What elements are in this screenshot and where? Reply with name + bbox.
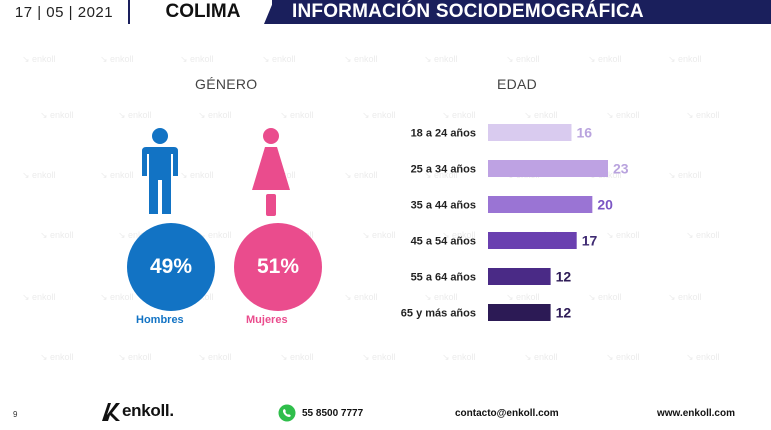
watermark-mark: ↘ enkoll (118, 230, 152, 240)
age-category-label: 55 a 64 años (411, 272, 476, 284)
age-bar (488, 304, 551, 321)
watermark-mark: ↘ enkoll (344, 292, 378, 302)
men-label: Hombres (136, 314, 184, 326)
watermark-mark: ↘ enkoll (668, 54, 702, 64)
watermark-mark: ↘ enkoll (22, 170, 56, 180)
watermark-mark: ↘ enkoll (262, 54, 296, 64)
watermark-mark: ↘ enkoll (524, 110, 558, 120)
watermark-mark: ↘ enkoll (668, 292, 702, 302)
age-bar (488, 124, 572, 141)
watermark-mark: ↘ enkoll (344, 170, 378, 180)
age-bar-value: 17 (582, 233, 598, 249)
watermark-mark: ↘ enkoll (40, 110, 74, 120)
website-link[interactable]: www.enkoll.com (657, 408, 735, 419)
watermark-mark: ↘ enkoll (362, 230, 396, 240)
watermark-mark: ↘ enkoll (100, 292, 134, 302)
woman-icon (252, 128, 290, 216)
age-bar (488, 160, 608, 177)
men-percent-circle: 49% (127, 223, 215, 311)
watermark-mark: ↘ enkoll (606, 110, 640, 120)
brand-name: enkoll. (122, 401, 174, 420)
page-title: INFORMACIÓN SOCIODEMOGRÁFICA (292, 1, 644, 22)
watermark-mark: ↘ enkoll (362, 110, 396, 120)
watermark-mark: ↘ enkoll (180, 54, 214, 64)
age-category-label: 65 y más años (401, 308, 476, 320)
watermark-mark: ↘ enkoll (424, 292, 458, 302)
watermark-mark: ↘ enkoll (442, 352, 476, 362)
women-percent-circle: 51% (234, 223, 322, 311)
watermark-mark: ↘ enkoll (606, 352, 640, 362)
contact-email[interactable]: contacto@enkoll.com (455, 408, 559, 419)
age-bar (488, 268, 551, 285)
banner-slant (264, 0, 274, 24)
contact-phone[interactable]: 55 8500 7777 (302, 408, 364, 419)
watermark-mark: ↘ enkoll (180, 170, 214, 180)
watermark-mark: ↘ enkoll (40, 352, 74, 362)
watermark-mark: ↘ enkoll (280, 110, 314, 120)
age-bar (488, 196, 593, 213)
age-bar-value: 12 (556, 305, 572, 321)
age-bar-value: 23 (613, 161, 629, 177)
gender-title: GÉNERO (195, 76, 258, 92)
age-category-label: 25 a 34 años (411, 164, 476, 176)
women-label: Mujeres (246, 314, 288, 326)
watermark-mark: ↘ enkoll (118, 110, 152, 120)
age-title: EDAD (497, 76, 538, 92)
watermark-mark: ↘ enkoll (686, 352, 720, 362)
page-number: 9 (13, 410, 18, 419)
watermark-mark: ↘ enkoll (506, 54, 540, 64)
report-date: 17 | 05 | 2021 (14, 3, 114, 21)
watermark-mark: ↘ enkoll (588, 54, 622, 64)
age-category-label: 45 a 54 años (411, 236, 476, 248)
watermark-mark: ↘ enkoll (668, 170, 702, 180)
watermark-mark: ↘ enkoll (506, 292, 540, 302)
age-bar-value: 12 (556, 269, 572, 285)
watermark-mark: ↘ enkoll (588, 292, 622, 302)
watermark-mark: ↘ enkoll (686, 110, 720, 120)
man-icon (142, 128, 178, 214)
watermark-mark: ↘ enkoll (524, 352, 558, 362)
watermark-mark: ↘ enkoll (100, 54, 134, 64)
watermark-mark: ↘ enkoll (118, 352, 152, 362)
age-category-label: 18 a 24 años (411, 128, 476, 140)
watermark-mark: ↘ enkoll (424, 54, 458, 64)
watermark-mark: ↘ enkoll (40, 230, 74, 240)
whatsapp-icon (278, 404, 296, 422)
watermark-mark: ↘ enkoll (606, 230, 640, 240)
header-divider (128, 0, 130, 24)
watermark-mark: ↘ enkoll (198, 110, 232, 120)
watermark-mark: ↘ enkoll (442, 230, 476, 240)
watermark-mark: ↘ enkoll (362, 352, 396, 362)
title-banner (272, 0, 771, 24)
watermark-mark: ↘ enkoll (22, 292, 56, 302)
watermark-mark: ↘ enkoll (100, 170, 134, 180)
age-bar (488, 232, 577, 249)
age-bar-value: 20 (597, 197, 613, 213)
watermark-mark: ↘ enkoll (344, 54, 378, 64)
watermark-mark: ↘ enkoll (442, 110, 476, 120)
watermark-mark: ↘ enkoll (198, 230, 232, 240)
watermark-mark: ↘ enkoll (424, 170, 458, 180)
enkoll-logo-icon (102, 403, 120, 421)
watermark-mark: ↘ enkoll (22, 54, 56, 64)
age-bar-chart: 18 a 24 años 16 25 a 34 años 23 35 a 44 años… (401, 124, 629, 321)
watermark-mark: ↘ enkoll (686, 230, 720, 240)
age-bar-value: 16 (576, 125, 592, 141)
watermark-mark: ↘ enkoll (280, 352, 314, 362)
watermark-mark: ↘ enkoll (198, 352, 232, 362)
state-name: COLIMA (165, 1, 241, 22)
age-category-label: 35 a 44 años (411, 200, 476, 212)
